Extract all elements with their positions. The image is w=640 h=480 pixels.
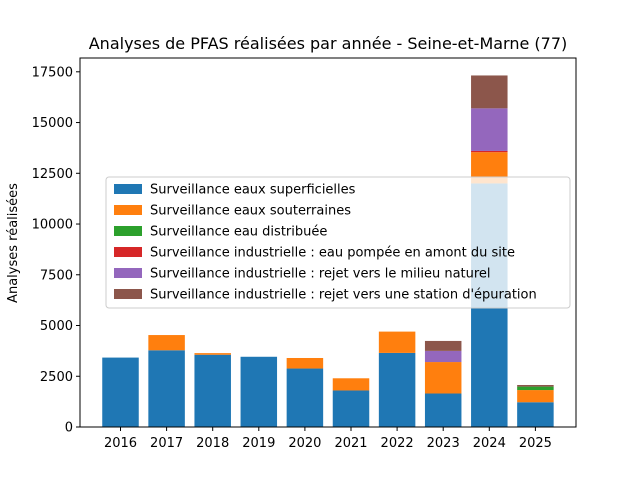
x-tick-label: 2024 bbox=[473, 436, 506, 451]
legend: Surveillance eaux superficielles Surveill… bbox=[105, 176, 571, 309]
legend-swatch-5 bbox=[114, 289, 142, 299]
y-tick-label: 17500 bbox=[32, 65, 73, 80]
x-tick-label: 2022 bbox=[381, 436, 414, 451]
legend-label-2: Surveillance eau distribuée bbox=[150, 225, 327, 240]
bar-2017-series-1 bbox=[148, 335, 185, 351]
y-tick-label: 0 bbox=[65, 421, 73, 436]
x-tick-label: 2020 bbox=[288, 436, 321, 451]
x-tick-label: 2023 bbox=[427, 436, 460, 451]
bar-2025-series-0 bbox=[517, 402, 554, 427]
bar-2018-series-0 bbox=[194, 354, 231, 427]
bar-2020-series-1 bbox=[286, 357, 324, 369]
x-tick-label: 2017 bbox=[150, 436, 183, 451]
bar-2025-series-2 bbox=[517, 386, 554, 391]
legend-label-0: Surveillance eaux superficielles bbox=[150, 183, 356, 198]
y-tick-label: 5000 bbox=[40, 319, 73, 334]
y-tick-label: 7500 bbox=[40, 268, 73, 283]
bar-2023-series-1 bbox=[424, 362, 462, 394]
x-tick-label: 2019 bbox=[242, 436, 275, 451]
legend-swatch-1 bbox=[114, 205, 142, 215]
y-tick-label: 10000 bbox=[32, 218, 73, 233]
x-tick-label: 2025 bbox=[519, 436, 552, 451]
bar-2024-series-5 bbox=[471, 75, 508, 109]
y-tick-label: 15000 bbox=[32, 116, 73, 131]
chart-title: Analyses de PFAS réalisées par année - S… bbox=[89, 34, 568, 53]
bar-2023-series-5 bbox=[424, 340, 462, 351]
legend-swatch-0 bbox=[114, 184, 142, 194]
bar-2017-series-0 bbox=[148, 350, 185, 427]
bar-2021-series-0 bbox=[332, 390, 370, 427]
y-tick-label: 12500 bbox=[32, 167, 73, 182]
legend-box bbox=[105, 176, 571, 309]
bar-2020-series-0 bbox=[286, 368, 324, 427]
bar-2024-series-4 bbox=[471, 108, 508, 151]
bar-2021-series-1 bbox=[332, 378, 370, 391]
legend-swatch-3 bbox=[114, 247, 142, 257]
x-tick-label: 2021 bbox=[334, 436, 367, 451]
y-tick-label: 2500 bbox=[40, 370, 73, 385]
y-axis: 0 2500 5000 7500 10000 12500 15000 17500 bbox=[32, 65, 80, 436]
bar-2023-series-4 bbox=[424, 350, 462, 363]
bar-2023-series-0 bbox=[424, 393, 462, 427]
axes-frame bbox=[79, 57, 577, 428]
y-axis-label: Analyses réalisées bbox=[6, 183, 21, 303]
x-tick-label: 2016 bbox=[104, 436, 137, 451]
bar-2016-series-0 bbox=[102, 357, 139, 427]
legend-label-4: Surveillance industrielle : rejet vers l… bbox=[150, 267, 491, 282]
bar-2019-series-0 bbox=[240, 356, 278, 427]
legend-swatch-2 bbox=[114, 226, 142, 236]
legend-label-1: Surveillance eaux souterraines bbox=[150, 204, 351, 219]
x-tick-label: 2018 bbox=[196, 436, 229, 451]
bar-2022-series-1 bbox=[378, 331, 416, 353]
bar-2025-series-1 bbox=[517, 390, 554, 403]
bar-2024-series-3 bbox=[471, 150, 508, 153]
bar-2022-series-0 bbox=[378, 352, 416, 427]
bar-2025-series-5 bbox=[517, 384, 554, 387]
legend-swatch-4 bbox=[114, 268, 142, 278]
bar-2018-series-1 bbox=[194, 353, 231, 355]
legend-label-3: Surveillance industrielle : eau pompée e… bbox=[150, 246, 515, 261]
x-axis: 2016 2017 2018 2019 2020 2021 2022 2023 2024 2025 bbox=[104, 427, 552, 451]
legend-label-5: Surveillance industrielle : rejet vers u… bbox=[150, 288, 537, 303]
